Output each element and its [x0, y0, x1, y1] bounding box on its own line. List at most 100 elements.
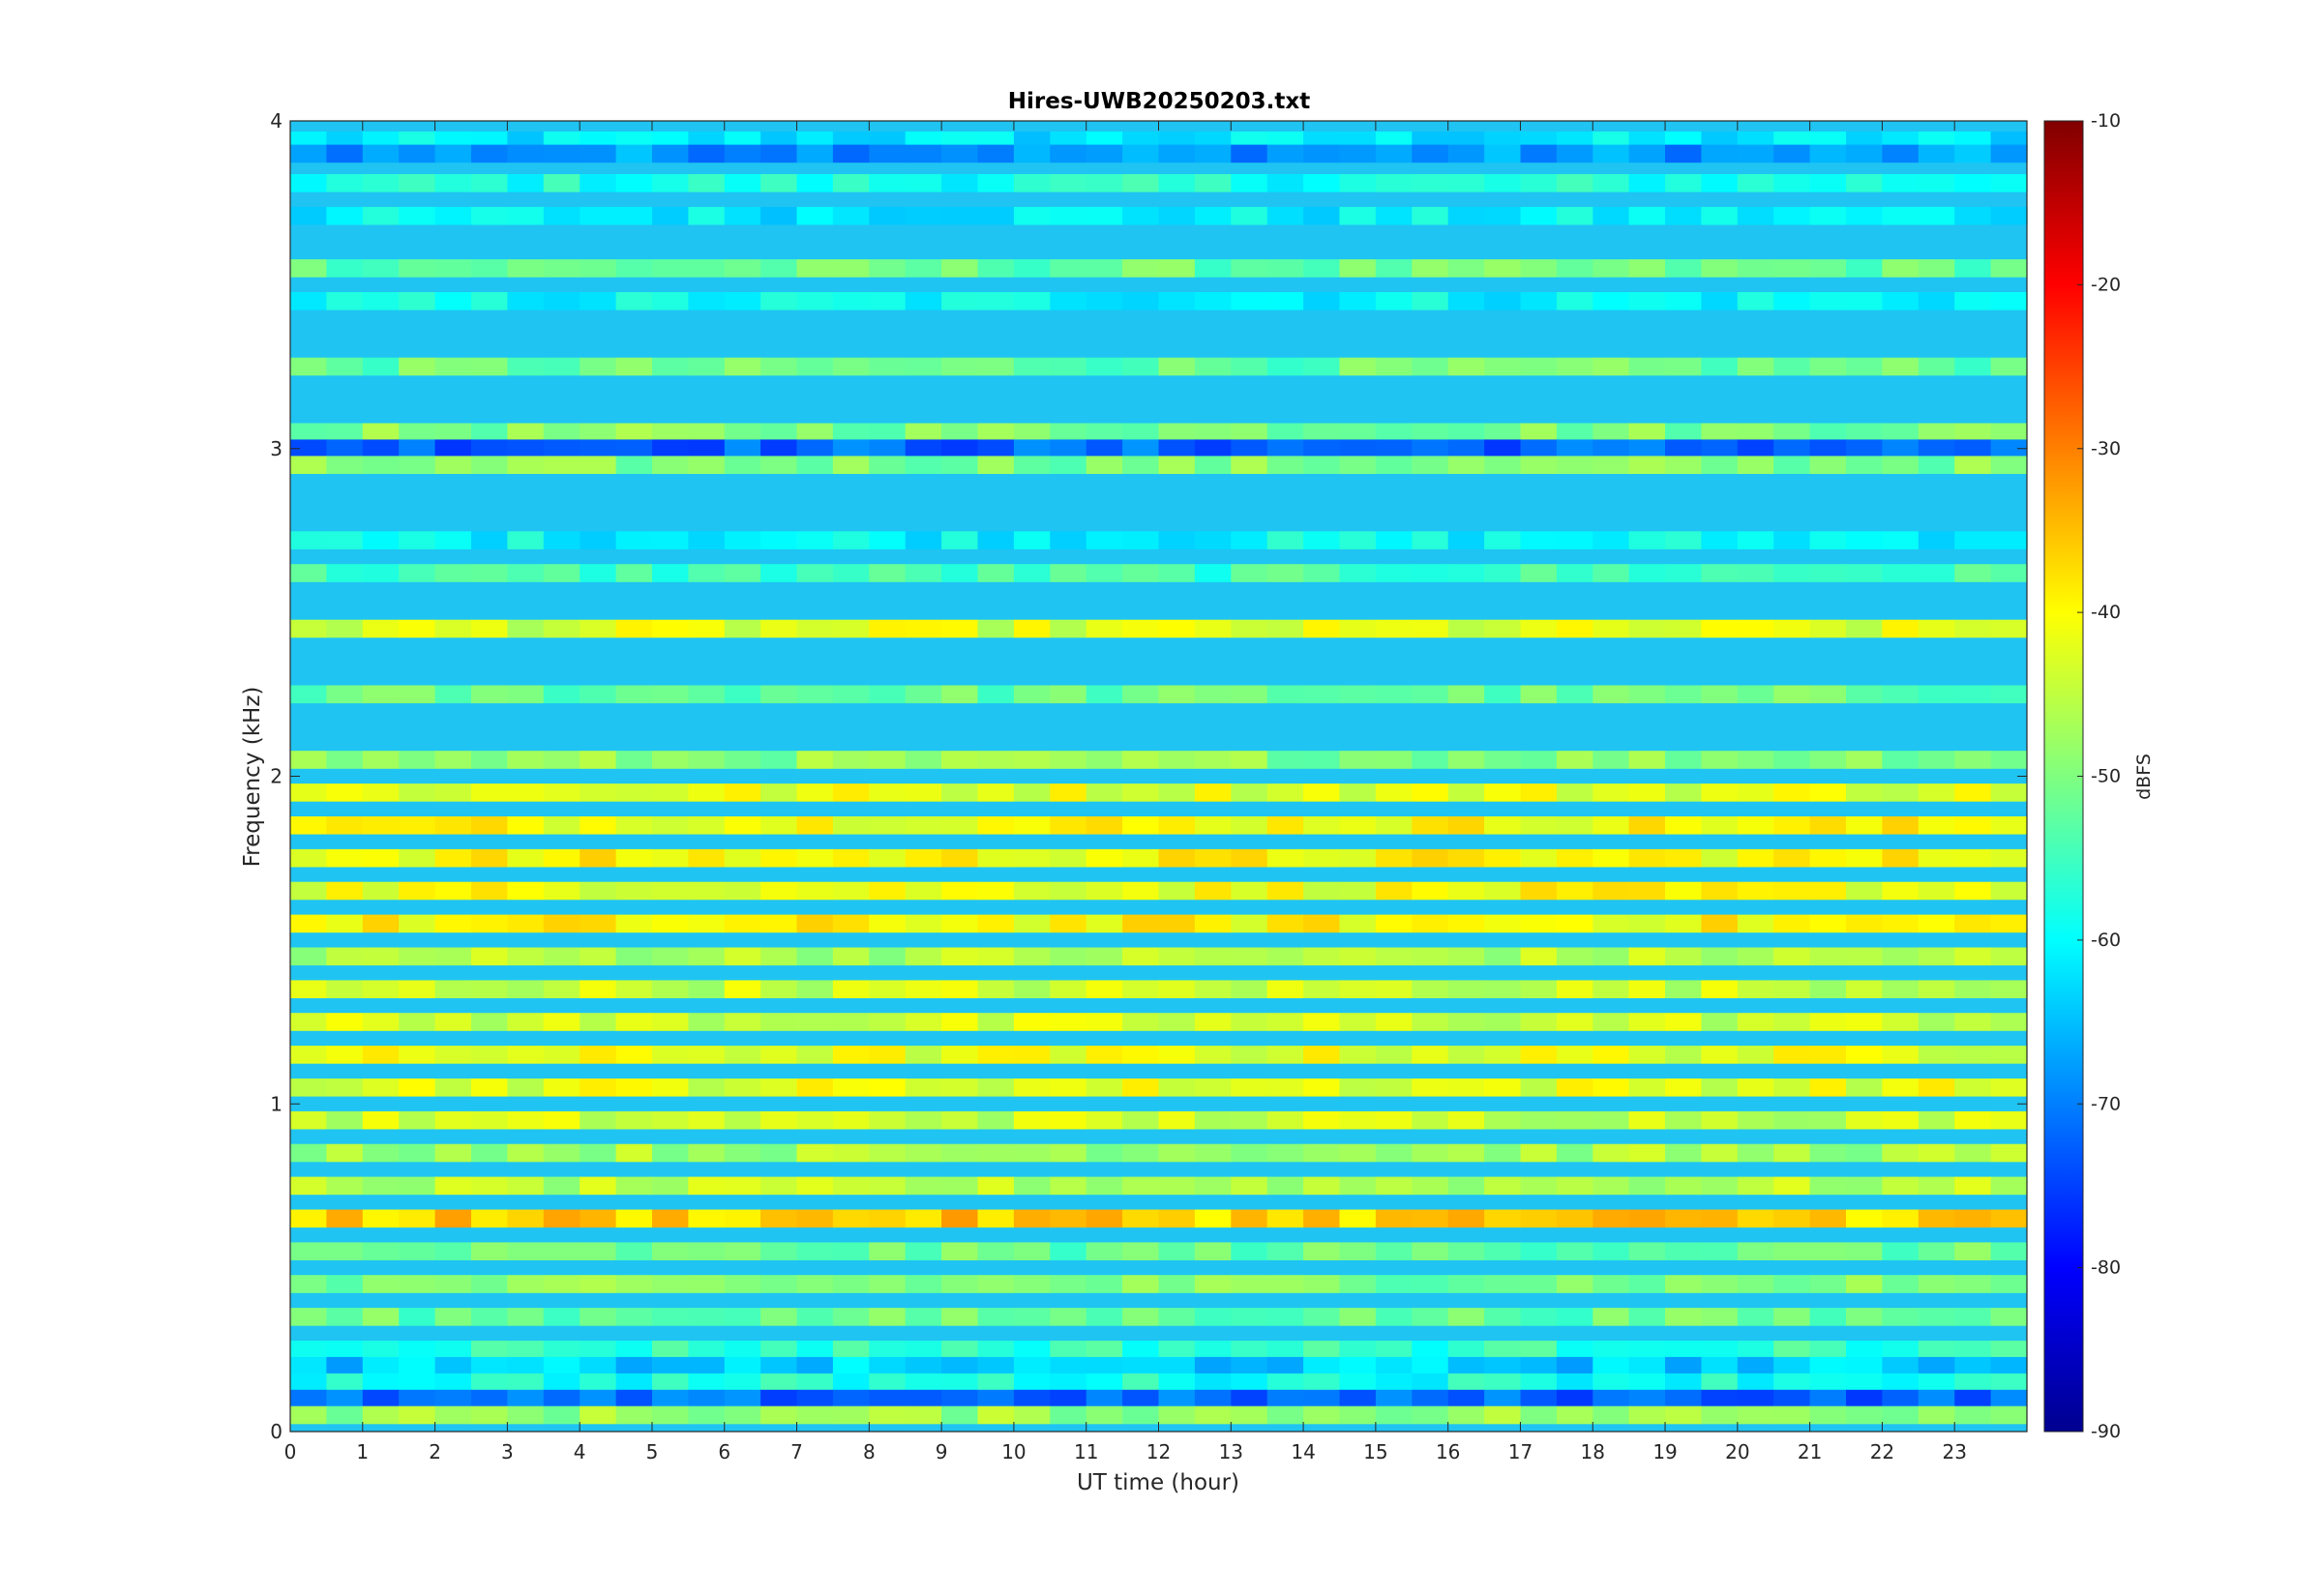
heatmap-cell	[1737, 174, 1774, 192]
heatmap-cell	[507, 1013, 545, 1031]
heatmap-cell	[1158, 1046, 1196, 1064]
heatmap-cell	[905, 439, 942, 458]
heatmap-cell	[580, 1275, 617, 1293]
heatmap-cell	[1339, 685, 1377, 704]
x-tick-label: 21	[1798, 1440, 1822, 1463]
heatmap-cell	[652, 1373, 689, 1392]
heatmap-cell	[1593, 1046, 1630, 1064]
heatmap-cell	[1737, 947, 1774, 966]
heatmap-cell	[941, 564, 979, 582]
heatmap-cell	[869, 1046, 907, 1064]
heatmap-cell	[1593, 1389, 1630, 1408]
heatmap-cell	[1266, 751, 1304, 769]
heatmap-cell	[1918, 206, 1955, 225]
heatmap-cell	[507, 848, 545, 868]
heatmap-cell	[399, 1389, 436, 1408]
heatmap-cell	[1628, 783, 1666, 802]
heatmap-cell	[1882, 423, 1920, 442]
heatmap-cell	[1447, 439, 1485, 458]
heatmap-cell	[615, 206, 653, 225]
heatmap-cell	[1918, 357, 1955, 376]
heatmap-cell	[1556, 1405, 1593, 1425]
heatmap-cell	[290, 783, 327, 802]
heatmap-cell	[434, 1013, 472, 1031]
heatmap-cell	[1158, 1209, 1196, 1228]
heatmap-cell	[1556, 881, 1593, 901]
heatmap-cell	[1990, 1176, 2028, 1196]
heatmap-cell	[543, 1242, 580, 1260]
heatmap-cell	[760, 564, 798, 582]
heatmap-cell	[326, 1143, 364, 1163]
heatmap-cell	[1701, 947, 1739, 966]
heatmap-cell	[1520, 1356, 1558, 1375]
heatmap-cell	[869, 1110, 907, 1130]
heatmap-cell	[1122, 456, 1160, 474]
colorbar-tick-label: -50	[2091, 766, 2121, 787]
heatmap-cell	[941, 914, 979, 933]
heatmap-cell	[471, 1356, 508, 1375]
heatmap-cell	[1990, 881, 2028, 901]
heatmap-cell	[399, 1242, 436, 1260]
heatmap-cell	[905, 174, 942, 192]
heatmap-cell	[1701, 174, 1739, 192]
heatmap-cell	[905, 1341, 942, 1359]
heatmap-cell	[471, 531, 508, 549]
heatmap-cell	[1484, 848, 1522, 868]
heatmap-cell	[724, 1275, 761, 1293]
heatmap-cell	[1954, 259, 1992, 278]
plot-background	[290, 121, 2027, 1432]
x-tick-label: 4	[574, 1440, 586, 1463]
heatmap-cell	[869, 531, 907, 549]
heatmap-cell	[290, 456, 327, 474]
heatmap-cell	[1303, 1013, 1341, 1031]
heatmap-cell	[1737, 1176, 1774, 1196]
heatmap-cell	[760, 1079, 798, 1097]
heatmap-cell	[652, 144, 689, 163]
heatmap-cell	[434, 685, 472, 704]
heatmap-cell	[615, 1046, 653, 1064]
heatmap-cell	[507, 357, 545, 376]
heatmap-band	[290, 914, 2028, 933]
heatmap-cell	[760, 292, 798, 310]
heatmap-cell	[1266, 423, 1304, 442]
heatmap-cell	[1375, 1046, 1413, 1064]
heatmap-cell	[1447, 751, 1485, 769]
heatmap-cell	[688, 1110, 726, 1130]
heatmap-cell	[1086, 1079, 1123, 1097]
heatmap-cell	[1954, 914, 1992, 933]
heatmap-cell	[471, 292, 508, 310]
heatmap-cell	[290, 259, 327, 278]
heatmap-cell	[434, 1356, 472, 1375]
heatmap-cell	[1846, 1341, 1883, 1359]
heatmap-cell	[1990, 1405, 2028, 1425]
heatmap-cell	[869, 1275, 907, 1293]
heatmap-cell	[688, 1341, 726, 1359]
heatmap-cell	[1050, 292, 1087, 310]
heatmap-cell	[1990, 1356, 2028, 1375]
heatmap-cell	[1809, 144, 1847, 163]
heatmap-cell	[941, 1341, 979, 1359]
heatmap-cell	[1086, 206, 1123, 225]
heatmap-cell	[1737, 1110, 1774, 1130]
heatmap-cell	[760, 1341, 798, 1359]
heatmap-cell	[1050, 1405, 1087, 1425]
heatmap-cell	[471, 564, 508, 582]
heatmap-band	[290, 1046, 2028, 1064]
heatmap-cell	[1593, 1209, 1630, 1228]
colorbar-tick-label: -30	[2091, 438, 2121, 459]
heatmap-cell	[1013, 531, 1051, 549]
heatmap-cell	[1122, 947, 1160, 966]
heatmap-cell	[290, 619, 327, 638]
heatmap-cell	[1194, 1373, 1232, 1392]
heatmap-cell	[399, 1143, 436, 1163]
heatmap-cell	[1412, 564, 1449, 582]
heatmap-cell	[1882, 1176, 1920, 1196]
heatmap-cell	[1990, 1242, 2028, 1260]
heatmap-cell	[832, 816, 870, 835]
heatmap-cell	[1918, 1242, 1955, 1260]
heatmap-cell	[1520, 1405, 1558, 1425]
heatmap-band	[290, 423, 2028, 442]
heatmap-cell	[1086, 439, 1123, 458]
heatmap-cell	[652, 292, 689, 310]
heatmap-cell	[1701, 206, 1739, 225]
